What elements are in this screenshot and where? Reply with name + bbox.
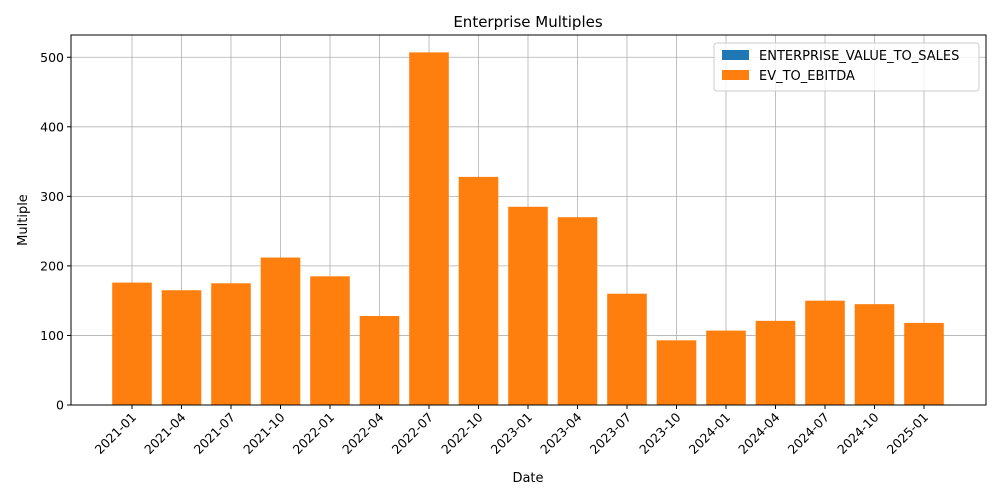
y-tick-label-3: 300 [40,189,64,204]
bar-1-2 [211,283,251,405]
bar-1-8 [508,206,548,405]
y-tick-label-0: 0 [56,398,64,413]
bar-1-0 [112,282,152,405]
chart-title: Enterprise Multiples [453,13,603,31]
bar-1-11 [656,340,697,405]
legend-swatch-0 [722,50,749,60]
legend-label-1: EV_TO_EBITDA [759,69,855,84]
x-axis-label: Date [512,471,543,486]
legend-box [713,42,980,92]
series-1 [112,52,944,406]
bar-1-16 [904,322,944,405]
bar-1-10 [607,293,647,405]
bar-1-4 [310,276,350,405]
legend-swatch-1 [722,70,749,80]
bar-1-12 [706,330,746,405]
bar-1-5 [359,315,400,405]
bar-1-7 [458,176,499,405]
y-tick-label-5: 500 [40,50,64,65]
y-tick-label-2: 200 [40,258,64,273]
y-tick-label-4: 400 [40,119,64,134]
bar-1-14 [805,300,845,405]
y-tick-label-1: 100 [40,328,64,343]
bar-1-1 [161,290,202,405]
bar-1-15 [854,304,895,405]
legend: ENTERPRISE_VALUE_TO_SALES EV_TO_EBITDA [713,42,980,92]
bar-1-9 [557,217,598,405]
y-axis-label: Multiple [16,194,31,246]
legend-label-0: ENTERPRISE_VALUE_TO_SALES [759,49,959,64]
bar-1-13 [755,320,796,405]
bar-1-6 [409,52,449,406]
bar-1-3 [260,257,301,405]
